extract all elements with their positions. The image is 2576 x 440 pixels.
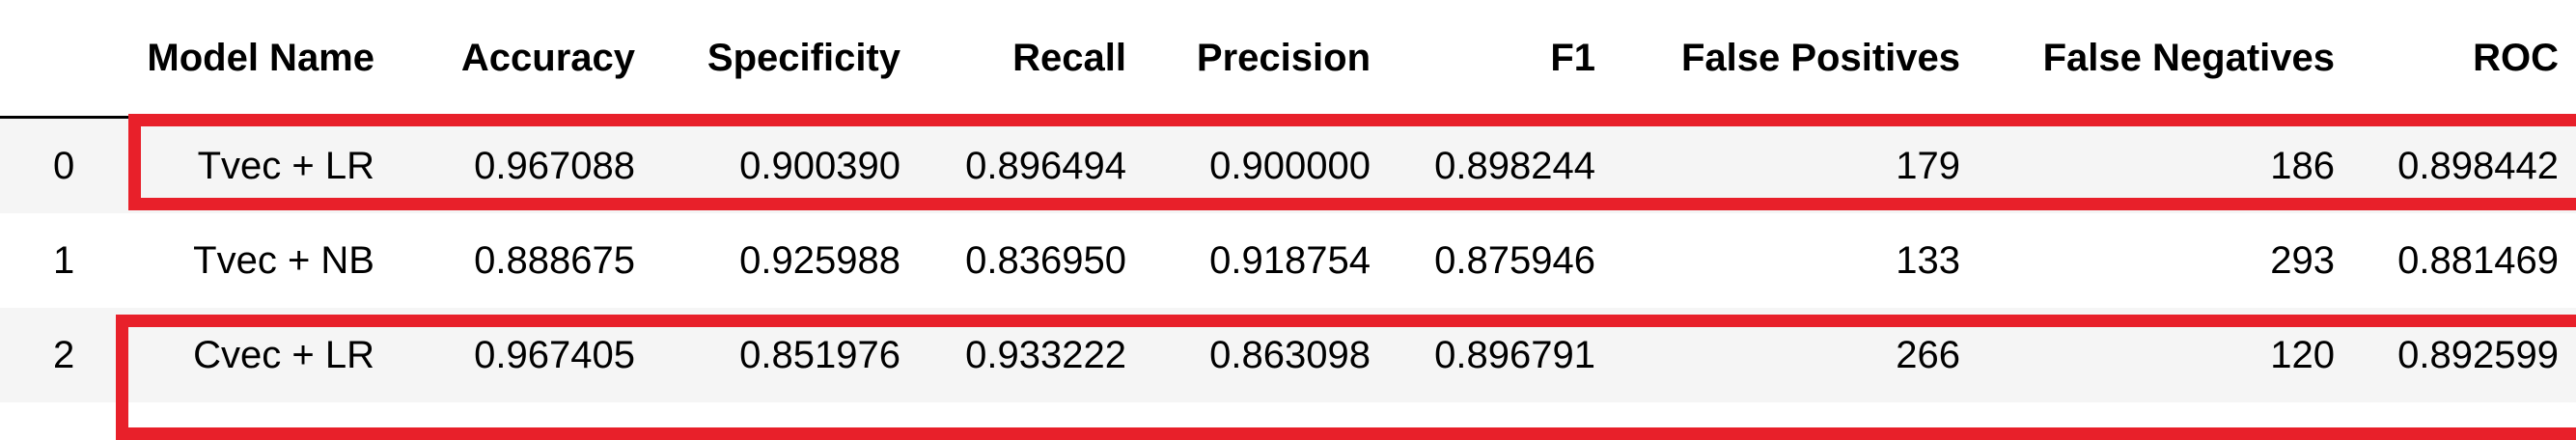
cell-specificity: 0.900390 bbox=[652, 117, 918, 213]
header-specificity: Specificity bbox=[652, 0, 918, 119]
table-row: 2 Cvec + LR 0.967405 0.851976 0.933222 0… bbox=[0, 308, 2576, 402]
cell-specificity: 0.851976 bbox=[652, 308, 918, 402]
row-index: 2 bbox=[0, 308, 120, 402]
header-accuracy: Accuracy bbox=[392, 0, 652, 119]
cell-false-negatives: 293 bbox=[1978, 213, 2352, 308]
header-false-negatives: False Negatives bbox=[1978, 0, 2352, 119]
cell-accuracy: 0.967088 bbox=[392, 117, 652, 213]
header-index bbox=[0, 0, 120, 119]
table-body: 0 Tvec + LR 0.967088 0.900390 0.896494 0… bbox=[0, 117, 2576, 402]
cell-roc: 0.892599 bbox=[2352, 308, 2576, 402]
cell-precision: 0.900000 bbox=[1144, 117, 1388, 213]
header-model-name: Model Name bbox=[120, 0, 392, 119]
cell-false-negatives: 120 bbox=[1978, 308, 2352, 402]
cell-f1: 0.898244 bbox=[1388, 117, 1613, 213]
table-header: Model Name Accuracy Specificity Recall P… bbox=[0, 0, 2576, 119]
cell-false-negatives: 186 bbox=[1978, 117, 2352, 213]
cell-recall: 0.933222 bbox=[918, 308, 1144, 402]
cell-false-positives: 266 bbox=[1613, 308, 1978, 402]
header-f1: F1 bbox=[1388, 0, 1613, 119]
cell-model-name: Cvec + LR bbox=[120, 308, 392, 402]
cell-accuracy: 0.967405 bbox=[392, 308, 652, 402]
cell-roc: 0.898442 bbox=[2352, 117, 2576, 213]
cell-model-name: Tvec + NB bbox=[120, 213, 392, 308]
cell-precision: 0.863098 bbox=[1144, 308, 1388, 402]
header-precision: Precision bbox=[1144, 0, 1388, 119]
header-recall: Recall bbox=[918, 0, 1144, 119]
cell-roc: 0.881469 bbox=[2352, 213, 2576, 308]
cell-specificity: 0.925988 bbox=[652, 213, 918, 308]
cell-f1: 0.896791 bbox=[1388, 308, 1613, 402]
cell-false-positives: 179 bbox=[1613, 117, 1978, 213]
cell-accuracy: 0.888675 bbox=[392, 213, 652, 308]
row-index: 1 bbox=[0, 213, 120, 308]
cell-model-name: Tvec + LR bbox=[120, 117, 392, 213]
cell-precision: 0.918754 bbox=[1144, 213, 1388, 308]
header-roc: ROC bbox=[2352, 0, 2576, 119]
header-false-positives: False Positives bbox=[1613, 0, 1978, 119]
metrics-table: Model Name Accuracy Specificity Recall P… bbox=[0, 0, 2576, 402]
header-row: Model Name Accuracy Specificity Recall P… bbox=[0, 0, 2576, 119]
row-index: 0 bbox=[0, 117, 120, 213]
cell-false-positives: 133 bbox=[1613, 213, 1978, 308]
cell-f1: 0.875946 bbox=[1388, 213, 1613, 308]
cell-recall: 0.836950 bbox=[918, 213, 1144, 308]
table-row: 1 Tvec + NB 0.888675 0.925988 0.836950 0… bbox=[0, 213, 2576, 308]
cell-recall: 0.896494 bbox=[918, 117, 1144, 213]
table-row: 0 Tvec + LR 0.967088 0.900390 0.896494 0… bbox=[0, 117, 2576, 213]
